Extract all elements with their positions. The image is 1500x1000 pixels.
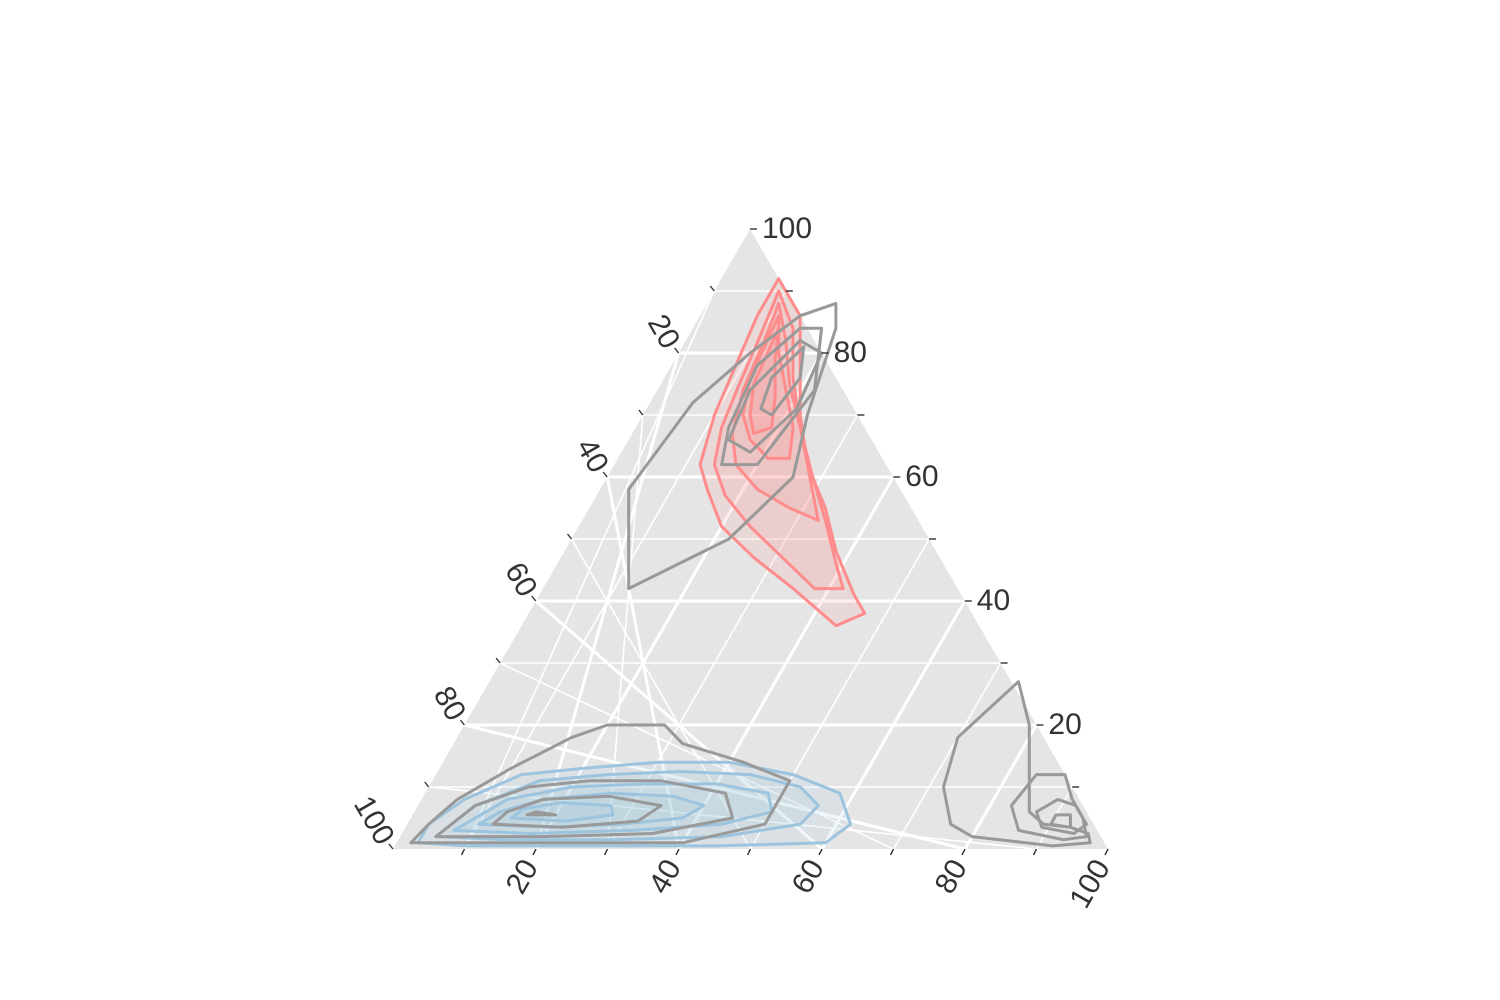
tick-mark bbox=[709, 285, 715, 292]
tick-mark bbox=[889, 848, 895, 856]
left-tick-label: 60 bbox=[498, 557, 543, 602]
contour-line bbox=[759, 345, 806, 417]
bottom-tick-label: 20 bbox=[500, 854, 545, 899]
tick-mark bbox=[459, 719, 465, 726]
grid-line bbox=[464, 723, 966, 851]
tick-mark bbox=[495, 657, 501, 664]
tick-mark bbox=[531, 595, 537, 602]
contour-layer bbox=[409, 277, 1092, 848]
right-tick-label: 80 bbox=[834, 336, 867, 369]
tick-mark bbox=[388, 843, 394, 850]
contour-line bbox=[698, 277, 867, 628]
right-tick-label: 40 bbox=[977, 584, 1010, 617]
grid-line bbox=[963, 724, 1038, 850]
left-tick-label: 20 bbox=[641, 309, 686, 354]
contour-line bbox=[627, 301, 838, 591]
right-tick-label: 60 bbox=[905, 460, 938, 493]
contour-line bbox=[434, 779, 735, 839]
tick-mark bbox=[1032, 848, 1038, 856]
bottom-tick-label: 80 bbox=[929, 854, 974, 899]
contour-series-2 bbox=[409, 301, 1092, 848]
tick-mark bbox=[424, 781, 430, 788]
tick-mark bbox=[961, 848, 966, 856]
grid-line bbox=[892, 662, 1002, 850]
tick-mark bbox=[603, 848, 609, 856]
left-tick-label: 80 bbox=[427, 681, 472, 726]
left-tick-label: 40 bbox=[570, 433, 615, 478]
contour-line bbox=[720, 326, 824, 467]
grid-line bbox=[499, 662, 894, 850]
grid-line bbox=[570, 538, 752, 850]
contour-line bbox=[409, 723, 792, 845]
contour-line bbox=[509, 801, 615, 823]
contour-line bbox=[1049, 813, 1072, 829]
bottom-tick-label: 60 bbox=[786, 854, 831, 899]
tick-mark bbox=[746, 848, 752, 856]
contour-line bbox=[942, 680, 1092, 848]
tick-mark bbox=[532, 848, 537, 856]
contour-line bbox=[727, 339, 824, 454]
contour-line bbox=[1009, 773, 1088, 842]
right-tick-label: 20 bbox=[1048, 708, 1081, 741]
contour-line bbox=[1035, 797, 1088, 835]
bottom-tick-label: 40 bbox=[643, 854, 688, 899]
tick-mark bbox=[818, 848, 823, 856]
tick-mark bbox=[602, 471, 608, 478]
bottom-tick-label: 100 bbox=[1063, 854, 1117, 914]
tick-mark bbox=[566, 533, 573, 540]
left-tick-label: 100 bbox=[347, 791, 401, 851]
contour-line bbox=[525, 810, 558, 817]
right-tick-label: 100 bbox=[762, 212, 812, 245]
tick-mark bbox=[638, 409, 644, 416]
tick-mark bbox=[1104, 848, 1109, 856]
contour-line bbox=[491, 794, 663, 829]
tick-mark bbox=[675, 848, 680, 856]
tick-mark bbox=[674, 347, 680, 354]
tick-mark bbox=[460, 848, 466, 856]
